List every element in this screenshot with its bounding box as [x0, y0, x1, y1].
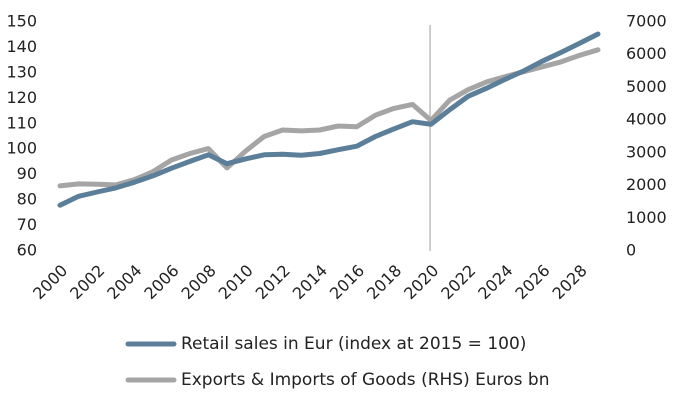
x-axis-tick-label: 2018 — [363, 261, 405, 303]
x-axis-tick-label: 2026 — [511, 261, 553, 303]
right-axis-tick-label: 1000 — [626, 208, 667, 227]
series-layer — [57, 31, 601, 208]
right-axis-tick-label: 3000 — [626, 142, 667, 161]
left-axis-tick-label: 130 — [6, 62, 37, 81]
right-axis-tick-label: 2000 — [626, 175, 667, 194]
right-axis-tick-label: 4000 — [626, 110, 667, 129]
legend: Retail sales in Eur (index at 2015 = 100… — [125, 334, 549, 390]
left-axis-tick-label: 80 — [17, 190, 37, 209]
left-axis-tick-label: 60 — [17, 241, 37, 260]
x-axis-tick-label: 2004 — [103, 261, 145, 303]
x-axis-tick-label: 2022 — [437, 261, 479, 303]
x-axis-tick-label: 2016 — [326, 261, 368, 303]
x-axis-tick-label: 2008 — [177, 261, 219, 303]
right-axis-tick-label: 7000 — [626, 12, 667, 31]
x-axis-tick-label: 2000 — [29, 261, 71, 303]
x-axis-tick-label: 2024 — [474, 261, 516, 303]
left-axis-tick-label: 110 — [6, 113, 37, 132]
x-axis-tick-label: 2002 — [66, 261, 108, 303]
legend-label: Exports & Imports of Goods (RHS) Euros b… — [181, 370, 549, 390]
right-axis-tick-label: 0 — [626, 241, 636, 260]
right-axis: 0 1000 2000 3000 4000 5000 6000 7000 — [626, 12, 667, 260]
left-axis-tick-label: 70 — [17, 215, 37, 234]
series-line — [57, 47, 601, 189]
x-axis-tick-label: 2014 — [289, 261, 331, 303]
series-line — [57, 31, 601, 208]
x-axis-tick-label: 2020 — [400, 261, 442, 303]
left-axis-tick-label: 100 — [6, 139, 37, 158]
x-axis: 2000200220042006200820102012201420162018… — [29, 261, 591, 303]
legend-label: Retail sales in Eur (index at 2015 = 100… — [181, 334, 526, 354]
left-axis: 60 70 80 90 100 110 120 130 140 150 — [6, 12, 37, 260]
x-axis-tick-label: 2010 — [215, 261, 257, 303]
right-axis-tick-label: 6000 — [626, 44, 667, 63]
left-axis-tick-label: 120 — [6, 88, 37, 107]
x-axis-tick-label: 2006 — [140, 261, 182, 303]
left-axis-tick-label: 140 — [6, 37, 37, 56]
left-axis-tick-label: 150 — [6, 12, 37, 31]
x-axis-tick-label: 2012 — [252, 261, 294, 303]
right-axis-tick-label: 5000 — [626, 77, 667, 96]
x-axis-tick-label: 2028 — [549, 261, 591, 303]
left-axis-tick-label: 90 — [17, 164, 37, 183]
